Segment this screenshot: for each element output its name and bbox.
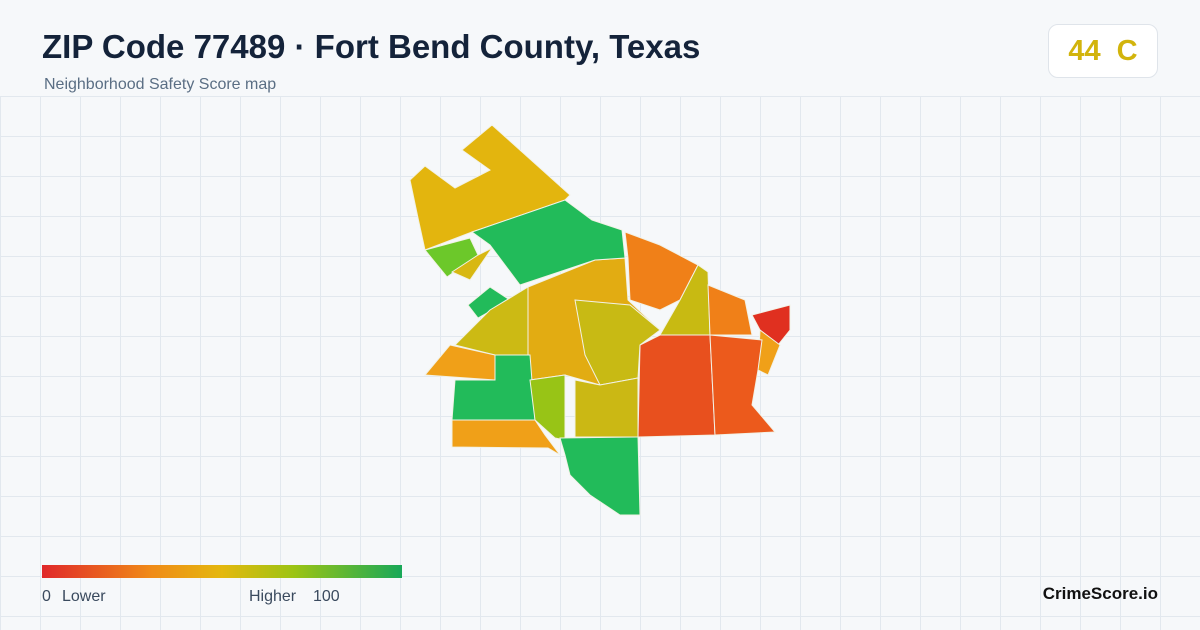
area xyxy=(450,247,493,281)
brand: CrimeScore.io xyxy=(1042,584,1158,603)
area xyxy=(707,284,753,336)
area xyxy=(409,124,571,251)
subtitle: Neighborhood Safety Score map xyxy=(44,76,277,93)
area xyxy=(637,334,716,438)
header xyxy=(0,0,1200,96)
area xyxy=(559,436,641,516)
legend-max: 100 xyxy=(313,588,340,605)
area xyxy=(574,299,661,386)
score-value: 44 xyxy=(1068,34,1101,67)
area xyxy=(751,304,791,346)
area xyxy=(624,231,699,311)
legend-max-label: Higher xyxy=(249,588,297,605)
score-badge: 44 C xyxy=(1048,24,1158,78)
area xyxy=(709,334,777,436)
score-grade: C xyxy=(1116,34,1138,67)
area xyxy=(470,199,626,286)
legend-min: 0 xyxy=(42,588,51,605)
legend-gradient xyxy=(42,565,402,578)
title: ZIP Code 77489 · Fort Bend County, Texas xyxy=(42,28,701,65)
area xyxy=(574,377,639,438)
legend-min-label: Lower xyxy=(62,588,106,605)
